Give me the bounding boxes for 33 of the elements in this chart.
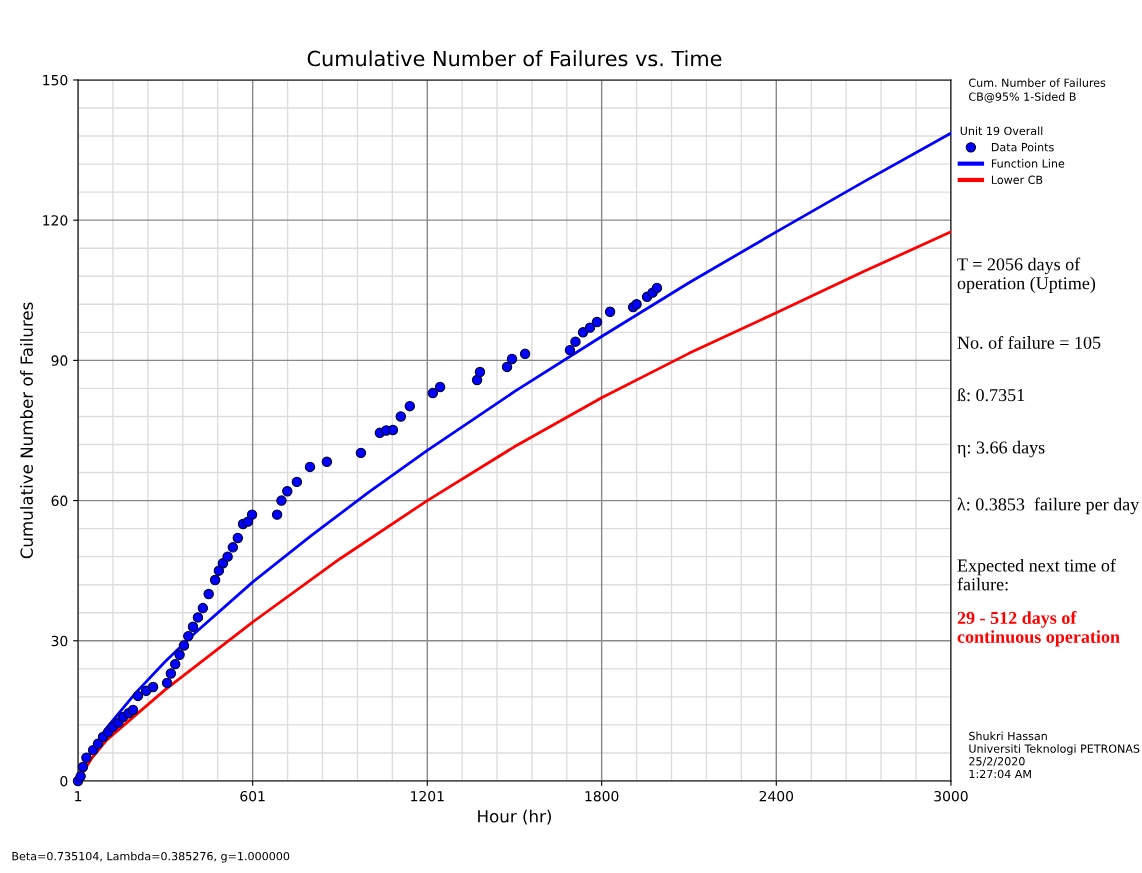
y-tick-label: 120 — [43, 215, 68, 226]
text: Expected next time of failure: — [957, 558, 1116, 591]
legend-title: Unit 19 Overall — [960, 126, 1043, 136]
text: T = 2056 days of operation (Uptime) — [957, 257, 1096, 294]
text: η: 3.66 days — [957, 440, 1045, 458]
text: Universiti Teknologi PETRONAS — [969, 744, 1140, 755]
legend-label: Lower CB — [991, 175, 1043, 184]
chart-title: Cumulative Number of Failures vs. Time — [307, 50, 722, 67]
text: λ: 0.3853 failure per day — [957, 497, 1140, 515]
x-tick-label: 3000 — [934, 790, 968, 802]
y-tick-label: 90 — [51, 355, 68, 366]
x-tick-label: 601 — [240, 790, 265, 802]
text: ß: 0.7351 — [957, 388, 1025, 402]
text: No. of failure = 105 — [957, 335, 1101, 349]
text: 29 - 512 days of continuous operation — [957, 611, 1120, 647]
y-tick-label: 60 — [51, 495, 68, 507]
text: Shukri Hassan — [969, 731, 1047, 741]
text: 1:27:04 AM — [969, 769, 1031, 779]
y-axis-title: Cumulative Number of Failures — [20, 302, 33, 559]
x-tick-label: 1 — [75, 791, 82, 802]
legend-label: Data Points — [991, 142, 1054, 152]
text: CB@95% 1-Sided B — [969, 92, 1076, 103]
x-tick-label: 2400 — [759, 790, 794, 802]
x-axis-title: Hour (hr) — [478, 809, 551, 825]
text: Beta=0.735104, Lambda=0.385276, g=1.000000 — [12, 851, 290, 863]
legend-label: Function Line — [991, 159, 1065, 168]
x-tick-label: 1800 — [585, 790, 619, 802]
y-tick-label: 150 — [43, 74, 68, 86]
y-tick-label: 0 — [60, 775, 68, 787]
text: 25/2/2020 — [969, 757, 1025, 767]
text: Cum. Number of Failures — [969, 78, 1106, 87]
y-tick-label: 30 — [51, 635, 68, 647]
x-tick-label: 1201 — [411, 790, 444, 802]
